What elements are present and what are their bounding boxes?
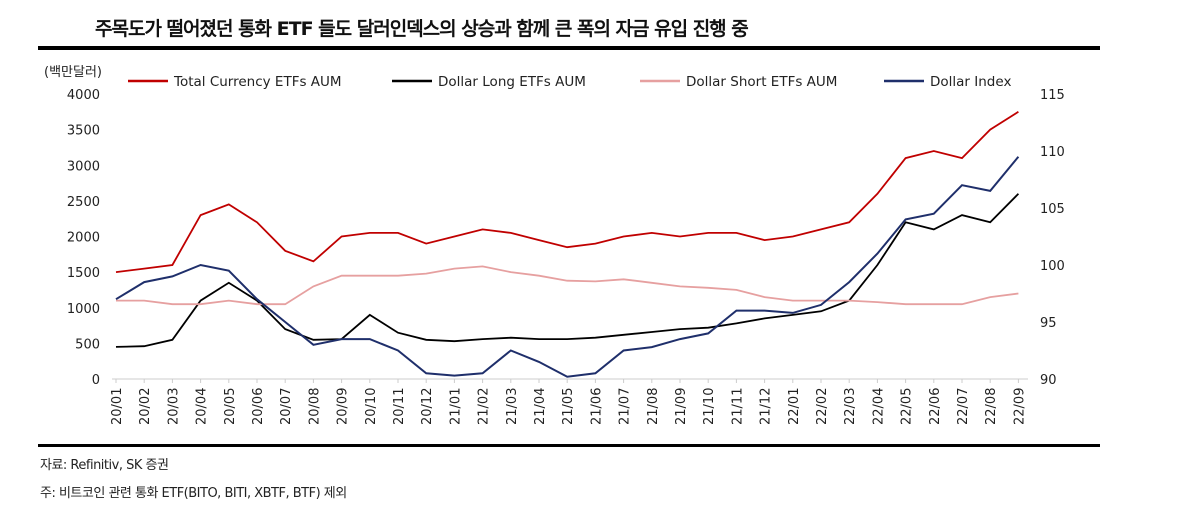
legend-label: Total Currency ETFs AUM (173, 74, 342, 90)
series-line (116, 265, 1019, 306)
y-tick-left: 2500 (67, 195, 100, 210)
footnote: 주: 비트코인 관련 통화 ETF(BITO, BITI, XBTF, BTF)… (40, 486, 347, 501)
series-line (115, 193, 1020, 348)
x-tick-label: 21/08 (646, 388, 661, 425)
x-tick-label: 22/09 (1012, 388, 1027, 425)
x-tick-label: 22/03 (843, 388, 858, 425)
y-tick-left: 500 (75, 337, 100, 352)
legend-label: Dollar Index (930, 74, 1011, 90)
x-tick-label: 20/09 (336, 388, 351, 425)
y-tick-left: 4000 (67, 88, 100, 103)
y-tick-right: 110 (1040, 145, 1065, 160)
bottom-divider (38, 444, 1100, 447)
x-tick-label: 21/04 (533, 388, 548, 425)
y-tick-right: 100 (1040, 259, 1065, 274)
y-tick-right: 90 (1040, 373, 1057, 388)
x-tick-label: 20/03 (166, 388, 181, 425)
x-tick-label: 20/06 (251, 388, 266, 425)
y-tick-left: 3500 (67, 124, 100, 139)
x-tick-label: 20/07 (279, 388, 294, 425)
x-tick-label: 21/09 (674, 388, 689, 425)
x-tick-label: 20/08 (307, 388, 322, 425)
x-tick-label: 21/12 (759, 388, 774, 425)
x-tick-label: 20/04 (195, 388, 210, 425)
chart: 0 500 1000 1500 2000 2500 3000 3500 4000 90 95 100 1… (44, 65, 1065, 425)
x-tick-label: 20/01 (110, 388, 125, 425)
top-divider (38, 46, 1100, 50)
x-tick-label: 21/07 (618, 388, 633, 425)
x-tick-label: 21/05 (561, 388, 576, 425)
legend-label: Dollar Long ETFs AUM (438, 74, 586, 90)
x-tick-label: 22/04 (871, 388, 886, 425)
x-tick-label: 22/02 (815, 388, 830, 425)
x-tick-label: 21/10 (702, 388, 717, 425)
x-tick-label: 20/10 (364, 388, 379, 425)
x-tick-label: 20/02 (138, 388, 153, 425)
x-tick-label: 21/06 (589, 388, 604, 425)
x-tick-label: 22/06 (928, 388, 943, 425)
y-axis-label: (백만달러) (44, 65, 102, 80)
y-tick-right: 95 (1040, 316, 1057, 331)
x-tick-label: 21/02 (477, 388, 492, 425)
x-tick-label: 20/05 (223, 388, 238, 425)
y-tick-left: 0 (92, 373, 100, 388)
x-tick-label: 20/11 (392, 388, 407, 425)
x-tick-label: 21/11 (730, 388, 745, 425)
y-tick-left: 3000 (67, 159, 100, 174)
y-tick-right: 115 (1040, 88, 1065, 103)
y-tick-right: 105 (1040, 202, 1065, 217)
y-tick-left: 1000 (67, 302, 100, 317)
x-tick-label: 21/03 (505, 388, 520, 425)
x-tick-label: 20/12 (420, 388, 435, 425)
x-tick-label: 22/01 (787, 388, 802, 425)
x-tick-label: 22/08 (984, 388, 999, 425)
y-tick-left: 1500 (67, 266, 100, 281)
x-tick-label: 21/01 (448, 388, 463, 425)
y-tick-left: 2000 (67, 231, 100, 246)
page-title: 주목도가 떨어졌던 통화 ETF 들도 달러인덱스의 상승과 함께 큰 폭의 자… (95, 18, 749, 40)
source-note: 자료: Refinitiv, SK 증권 (40, 458, 169, 473)
series-line (115, 156, 1020, 378)
x-tick-label: 22/07 (956, 388, 971, 425)
legend-label: Dollar Short ETFs AUM (686, 74, 837, 90)
x-tick-label: 22/05 (900, 388, 915, 425)
